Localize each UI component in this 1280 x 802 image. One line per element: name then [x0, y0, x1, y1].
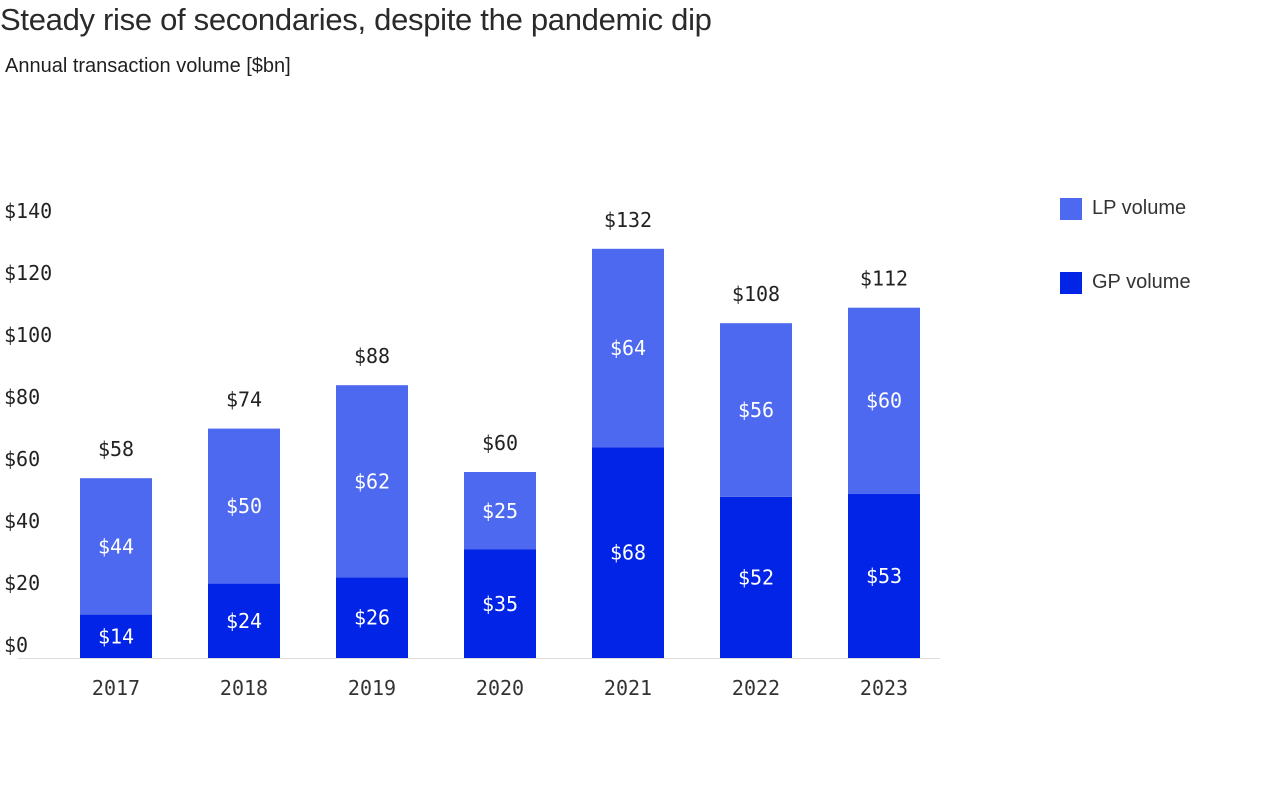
legend-swatch-lp	[1060, 197, 1082, 220]
data-label-lp: $64	[610, 336, 646, 360]
x-tick-label: 2022	[732, 676, 780, 700]
data-label-lp: $44	[98, 534, 134, 558]
legend-swatch-gp	[1060, 271, 1082, 294]
bar-gp	[848, 493, 920, 658]
bar-lp	[464, 472, 536, 550]
bar-gp	[208, 583, 280, 658]
bar-lp	[848, 307, 920, 494]
data-label-lp: $60	[866, 389, 902, 413]
x-tick-label: 2021	[604, 676, 652, 700]
y-tick-label: $140	[4, 199, 52, 223]
legend-item-gp: GP volume	[1060, 271, 1191, 294]
x-tick-label: 2023	[860, 676, 908, 700]
bar-gp	[720, 496, 792, 658]
y-tick-label: $120	[4, 261, 52, 285]
total-label: $88	[354, 344, 390, 368]
x-tick-label: 2017	[92, 676, 140, 700]
data-label-lp: $62	[354, 469, 390, 493]
total-label: $132	[604, 208, 652, 232]
bar-lp	[208, 428, 280, 584]
bar-lp	[720, 323, 792, 497]
data-label-gp: $53	[866, 564, 902, 588]
data-label-gp: $24	[226, 609, 262, 633]
y-tick-label: $0	[4, 633, 28, 657]
bar-lp	[336, 385, 408, 578]
bar-gp	[464, 549, 536, 658]
legend-label-gp: GP volume	[1092, 271, 1191, 293]
chart-subtitle: Annual transaction volume [$bn]	[5, 55, 291, 77]
bar-gp	[80, 614, 152, 658]
data-label-lp: $50	[226, 494, 262, 518]
data-label-gp: $68	[610, 541, 646, 565]
y-tick-label: $20	[4, 571, 40, 595]
data-label-lp: $25	[482, 499, 518, 523]
data-label-gp: $26	[354, 606, 390, 630]
data-label-lp: $56	[738, 398, 774, 422]
bar-gp	[336, 577, 408, 658]
y-tick-label: $80	[4, 385, 40, 409]
y-tick-label: $100	[4, 323, 52, 347]
total-label: $58	[98, 437, 134, 461]
total-label: $108	[732, 282, 780, 306]
y-tick-label: $60	[4, 447, 40, 471]
data-label-gp: $14	[98, 624, 134, 648]
x-tick-label: 2020	[476, 676, 524, 700]
bar-lp	[592, 248, 664, 448]
legend-label-lp: LP volume	[1092, 197, 1187, 219]
data-label-gp: $35	[482, 592, 518, 616]
total-label: $112	[860, 267, 908, 291]
x-tick-label: 2018	[220, 676, 268, 700]
total-label: $74	[226, 388, 262, 412]
bar-gp	[592, 447, 664, 658]
x-tick-label: 2019	[348, 676, 396, 700]
chart-title: Steady rise of secondaries, despite the …	[0, 2, 712, 37]
bar-lp	[80, 478, 152, 615]
y-tick-label: $40	[4, 509, 40, 533]
data-label-gp: $52	[738, 565, 774, 589]
total-label: $60	[482, 431, 518, 455]
legend-item-lp: LP volume	[1060, 197, 1186, 220]
